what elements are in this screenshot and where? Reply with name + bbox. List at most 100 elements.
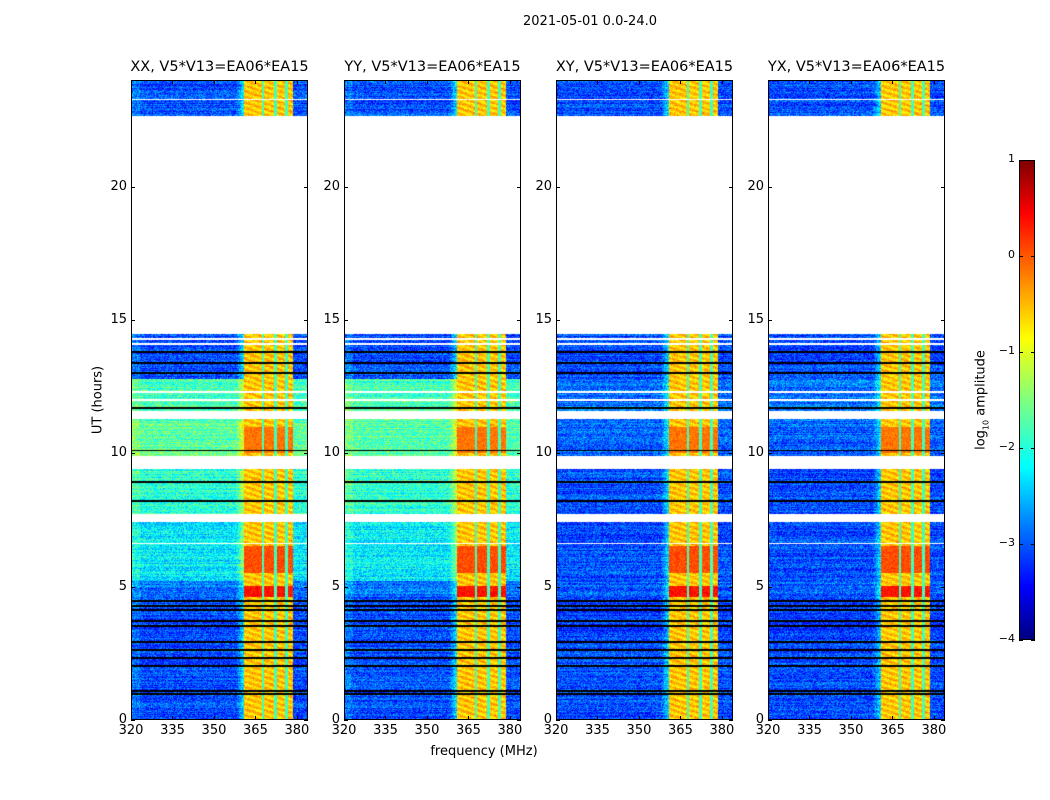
heatmap-panel-3 (768, 80, 945, 720)
y-tick (556, 186, 560, 188)
heatmap-image (769, 81, 944, 719)
x-tick-label: 380 (921, 723, 947, 738)
x-tick (344, 80, 345, 84)
colorbar-tick-label: −2 (998, 440, 1015, 453)
y-tick (941, 186, 945, 188)
y-tick-label: 10 (110, 445, 127, 461)
y-tick (517, 320, 521, 321)
x-tick (131, 80, 132, 84)
x-tick (768, 80, 769, 84)
x-tick (344, 716, 345, 720)
x-axis-label: frequency (MHz) (430, 744, 538, 759)
y-tick (304, 186, 308, 188)
x-tick (172, 80, 174, 84)
y-axis-label: UT (hours) (90, 365, 106, 435)
x-tick (680, 80, 682, 84)
colorbar-label-text: amplitude (973, 350, 989, 420)
y-tick (729, 453, 733, 455)
x-tick-label: 365 (243, 723, 268, 738)
x-tick-label: 320 (118, 723, 144, 738)
colorbar-tick (1031, 160, 1035, 161)
y-tick (768, 453, 772, 455)
y-tick-label: 15 (747, 312, 764, 327)
y-tick (344, 320, 348, 321)
x-tick (131, 716, 132, 720)
colorbar-tick-label: −3 (998, 536, 1015, 549)
y-tick (729, 720, 733, 721)
x-tick (638, 80, 640, 84)
y-tick (344, 186, 348, 188)
x-tick (809, 716, 811, 720)
y-tick-label: 5 (755, 578, 764, 594)
x-tick-label: 335 (797, 723, 822, 738)
x-tick (296, 716, 298, 720)
x-tick-label: 350 (414, 723, 440, 738)
colorbar-tick (1031, 544, 1035, 545)
y-tick (304, 320, 308, 321)
y-tick-label: 10 (323, 445, 340, 461)
y-tick-label: 0 (331, 712, 340, 727)
x-tick-label: 350 (626, 723, 652, 738)
y-tick (941, 320, 945, 321)
y-tick-label: 5 (331, 578, 340, 594)
x-tick (933, 716, 935, 720)
y-tick (517, 720, 521, 721)
x-tick (809, 80, 811, 84)
heatmap-panel-1 (344, 80, 521, 720)
panel-title: YY, V5*V13=EA06*EA15 (344, 59, 521, 75)
colorbar-label-sub: 10 (981, 419, 991, 431)
y-tick-label: 20 (747, 178, 764, 194)
x-tick (385, 716, 387, 720)
colorbar-label: log10 amplitude (974, 350, 991, 450)
x-tick (255, 716, 257, 720)
x-tick (385, 80, 387, 84)
y-tick (304, 720, 308, 721)
x-tick (597, 80, 599, 84)
colorbar-tick-label: −1 (998, 344, 1015, 357)
y-tick-label: 15 (323, 312, 340, 327)
y-tick (304, 586, 308, 588)
y-tick (131, 720, 135, 721)
y-tick (941, 586, 945, 588)
x-tick-label: 335 (373, 723, 398, 738)
x-tick (213, 80, 215, 84)
x-tick (426, 80, 428, 84)
y-tick (556, 320, 560, 321)
colorbar-label-log: log (973, 430, 989, 450)
y-tick (768, 186, 772, 188)
colorbar-tick-label: −4 (998, 632, 1015, 645)
x-tick (296, 80, 298, 84)
y-tick (729, 586, 733, 588)
y-tick-label: 5 (118, 578, 127, 594)
colorbar (1019, 160, 1035, 640)
y-tick-label: 0 (118, 712, 127, 727)
x-tick (768, 716, 769, 720)
y-tick (556, 720, 560, 721)
x-tick (850, 80, 852, 84)
x-tick (721, 716, 723, 720)
x-tick-label: 365 (456, 723, 481, 738)
x-tick (468, 716, 470, 720)
y-tick (729, 186, 733, 188)
colorbar-tick (1031, 256, 1035, 257)
x-tick (556, 80, 557, 84)
x-tick (933, 80, 935, 84)
colorbar-tick (1019, 256, 1023, 257)
y-tick (131, 586, 135, 588)
x-tick (680, 716, 682, 720)
colorbar-tick (1019, 448, 1023, 449)
y-tick (344, 720, 348, 721)
x-tick-label: 365 (880, 723, 905, 738)
y-tick (517, 186, 521, 188)
y-tick (131, 320, 135, 321)
x-tick-label: 335 (585, 723, 610, 738)
x-tick-label: 320 (331, 723, 357, 738)
y-tick (344, 586, 348, 588)
x-tick (892, 80, 894, 84)
x-tick-label: 380 (709, 723, 735, 738)
y-tick-label: 10 (747, 445, 764, 461)
panel-title: XY, V5*V13=EA06*EA15 (555, 59, 734, 75)
x-tick-label: 350 (838, 723, 864, 738)
y-tick (768, 720, 772, 721)
x-tick (509, 716, 511, 720)
